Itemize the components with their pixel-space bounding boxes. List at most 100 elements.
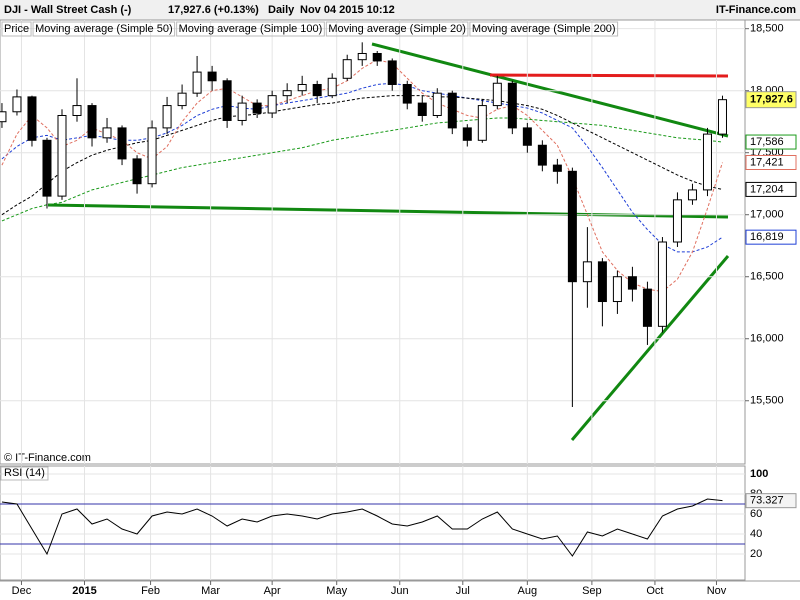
candle-body — [147, 127, 157, 185]
price-panel-border — [0, 19, 746, 465]
candle-body — [72, 105, 82, 116]
x-tick-label: Nov — [707, 585, 727, 597]
candle-body — [207, 71, 217, 82]
last-value-box — [745, 155, 797, 171]
x-tick-label: Jul — [456, 585, 470, 597]
x-tick-label: Jun — [391, 585, 409, 597]
candle-body — [282, 90, 292, 97]
legend-entry: Price — [4, 23, 29, 35]
price-label: 17,927.6 — [750, 94, 793, 106]
legend-box — [1, 21, 32, 37]
last-value-label: 73.327 — [750, 495, 784, 507]
line-series — [1, 498, 723, 557]
price-box — [745, 91, 797, 109]
y-tick-label: 40 — [750, 528, 762, 540]
source: IT-Finance.com — [716, 4, 796, 16]
candle-body — [342, 59, 352, 79]
candle-body — [102, 127, 112, 139]
interval: Daily — [268, 4, 295, 16]
candle-body — [447, 92, 457, 129]
legend-entry: Moving average (Simple 50) — [35, 23, 173, 35]
x-tick-label: 2015 — [72, 585, 96, 597]
x-tick-label: Sep — [582, 585, 602, 597]
line-series — [1, 59, 723, 293]
candle-body — [567, 170, 577, 283]
candle-body — [57, 114, 67, 197]
candle-body — [42, 139, 52, 197]
y-tick-label: 17,000 — [750, 209, 784, 221]
x-tick-label: Apr — [264, 585, 281, 597]
header-bar — [0, 0, 800, 20]
candle-body — [537, 144, 547, 166]
y-tick-label: 15,500 — [750, 395, 784, 407]
candle-body — [702, 133, 712, 191]
candle-body — [162, 105, 172, 129]
candle-body — [312, 83, 322, 97]
candle-body — [177, 92, 187, 107]
candle-body — [657, 241, 667, 327]
candle-body — [492, 82, 502, 107]
candle-body — [402, 83, 412, 104]
legend-entry: Moving average (Simple 20) — [328, 23, 466, 35]
y-tick-label: 16,000 — [750, 333, 784, 345]
line-series — [1, 117, 723, 222]
candle-body — [582, 261, 592, 283]
quote: 17,927.6 (+0.13%) — [168, 4, 259, 16]
line-series — [1, 82, 723, 253]
candle-body — [507, 82, 517, 129]
candle-body — [0, 111, 7, 123]
candle-body — [627, 276, 637, 290]
legend-box — [176, 21, 325, 37]
candle-body — [477, 105, 487, 141]
y-tick-label: 18,500 — [750, 23, 784, 35]
last-value-box — [745, 134, 797, 150]
x-tick-label: Feb — [141, 585, 160, 597]
last-value-label: 17,586 — [750, 136, 784, 148]
x-tick-label: Aug — [518, 585, 538, 597]
candle-body — [717, 99, 727, 135]
candle-body — [327, 77, 337, 97]
trend-line — [371, 42, 729, 138]
last-value-box — [745, 181, 797, 197]
candle-body — [372, 52, 382, 62]
last-value-box — [745, 229, 797, 245]
candle-body — [192, 71, 202, 94]
y-tick-label: 20 — [750, 548, 762, 560]
legend-box — [469, 21, 619, 37]
y-tick-label: 60 — [750, 508, 762, 520]
candle-body — [132, 158, 142, 185]
trend-line — [570, 255, 730, 441]
candle-body — [687, 189, 697, 201]
candle-body — [222, 80, 232, 121]
chart-title: DJI - Wall Street Cash (-) — [4, 4, 132, 16]
candle-body — [237, 102, 247, 121]
candle-body — [117, 127, 127, 160]
legend-box — [325, 21, 469, 37]
last-value-label: 17,204 — [750, 183, 784, 195]
line-series — [1, 95, 723, 216]
panel-title-box — [0, 466, 49, 481]
candle-body — [387, 60, 397, 85]
x-tick-label: Oct — [646, 585, 663, 597]
last-value-box — [745, 493, 797, 509]
candle-body — [522, 127, 532, 146]
x-tick-label: Dec — [12, 585, 32, 597]
candle-body — [87, 105, 97, 139]
x-tick-label: Mar — [201, 585, 220, 597]
candle-body — [597, 261, 607, 303]
candle-body — [27, 96, 37, 141]
legend-entry: Moving average (Simple 200) — [472, 23, 616, 35]
candle-body — [462, 127, 472, 141]
legend-entry: Moving average (Simple 100) — [179, 23, 323, 35]
last-value-label: 17,421 — [750, 156, 784, 168]
candle-body — [672, 199, 682, 243]
candle-body — [267, 95, 277, 114]
candle-body — [612, 276, 622, 303]
candle-body — [552, 164, 562, 172]
watermark: © IT-Finance.com — [4, 452, 91, 464]
legend-box — [32, 21, 176, 37]
resistance-line — [489, 73, 729, 78]
last-value-label: 16,819 — [750, 231, 784, 243]
